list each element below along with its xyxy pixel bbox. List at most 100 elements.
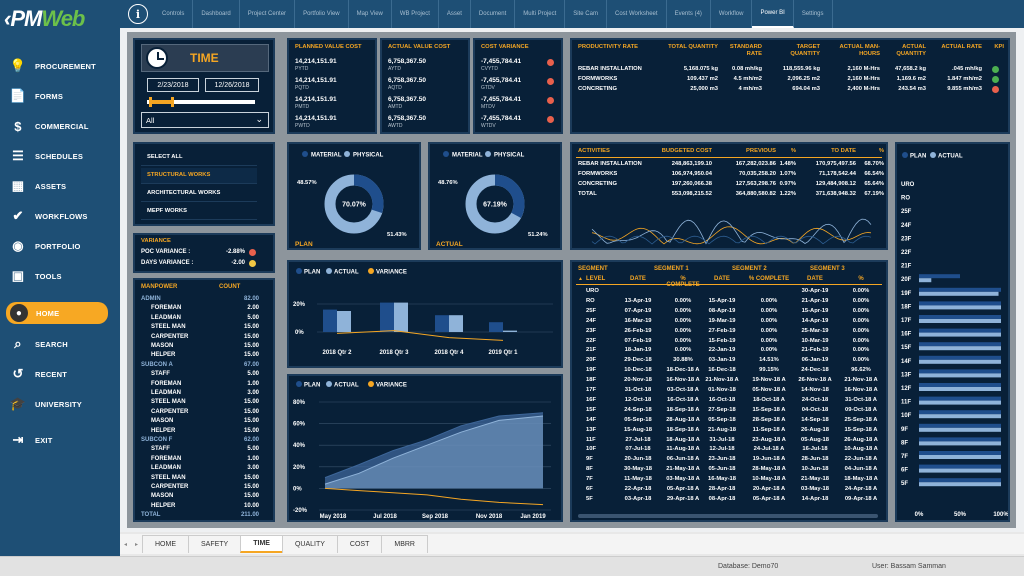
report-tab-home[interactable]: HOME [142, 535, 189, 553]
productivity-cell: CONCRETING [578, 86, 617, 92]
table-scrollbar[interactable] [578, 514, 878, 518]
sidebar-item-procurement[interactable]: 💡 PROCUREMENT [0, 54, 120, 78]
sidebar-item-recent[interactable]: ↺ RECENT [0, 362, 120, 386]
segment-cell: 10-Dec-18 [624, 367, 652, 374]
report-tab-time[interactable]: TIME [240, 535, 283, 553]
manpower-role: TOTAL [141, 512, 161, 519]
report-tab-safety[interactable]: SAFETY [188, 535, 242, 553]
variance-dot [249, 260, 256, 267]
sidebar-item-portfolio[interactable]: ◉ PORTFOLIO [0, 234, 120, 258]
sidebar-item-workflows[interactable]: ✔ WORKFLOWS [0, 204, 120, 228]
segment-cell: 15-Apr-19 [801, 307, 829, 314]
activities-cell: 129,484,908.12 [815, 181, 856, 187]
sidebar-item-home[interactable]: ● HOME [6, 302, 108, 324]
actual-bar [919, 305, 1001, 310]
manpower-role: HELPER [151, 502, 176, 509]
tab-settings[interactable]: Settings [794, 0, 833, 28]
segment-cell: 26-Aug-18 A [844, 436, 878, 443]
tab-asset[interactable]: Asset [439, 0, 471, 28]
date-to[interactable]: 12/26/2018 [205, 78, 259, 92]
tab-wb-project[interactable]: WB Project [392, 0, 439, 28]
activities-cell: 197,260,066.38 [671, 181, 712, 187]
checkmark-icon: ✔ [12, 208, 24, 223]
actual-bar [394, 302, 408, 332]
tab-multi-project[interactable]: Multi Project [515, 0, 566, 28]
report-tab-quality[interactable]: QUALITY [281, 535, 338, 553]
segment-cell: 19-Mar-19 [708, 317, 736, 324]
filter-item-mepf-works[interactable]: MEPF WORKS [141, 204, 257, 220]
tab-dashboard[interactable]: Dashboard [193, 0, 240, 28]
slider-handle-left[interactable] [149, 97, 152, 107]
tab-cost-worksheet[interactable]: Cost Worksheet [607, 0, 667, 28]
segment-cell: 16-Nov-18 A [844, 387, 878, 393]
segment-cell: 0.00% [674, 297, 692, 304]
segment-cell: 16-Oct-18 [708, 396, 736, 403]
tab-portfolio-view[interactable]: Portfolio View [295, 0, 349, 28]
plan-bar [919, 396, 1001, 401]
time-dropdown[interactable]: All ⌄ [141, 112, 269, 128]
activities-cell: 1.48% [779, 161, 796, 167]
tab-events-4-[interactable]: Events (4) [667, 0, 711, 28]
sidebar-item-label: SEARCH [35, 339, 68, 349]
tab-map-view[interactable]: Map View [349, 0, 392, 28]
sidebar-item-university[interactable]: 🎓 UNIVERSITY [0, 392, 120, 416]
tab-site-cam[interactable]: Site Cam [565, 0, 607, 28]
segment-cell: 21-Nov-18 A [844, 377, 878, 384]
segment-cell: 99.15% [759, 367, 779, 374]
legend-dot-0 [296, 381, 302, 387]
tab-power-bi[interactable]: Power BI [752, 0, 794, 28]
segment-cell: 11-Aug-18 A [666, 446, 700, 453]
sort-caret-icon[interactable]: ▲ [578, 276, 583, 282]
ytick-0: 0% [295, 330, 304, 336]
plan-bar [323, 309, 337, 332]
slider-handle-right[interactable] [171, 97, 174, 107]
logo-back-icon[interactable]: ‹ [4, 6, 11, 31]
scroll-right-icon[interactable]: ▸ [134, 541, 138, 548]
actual-bar [919, 346, 1001, 351]
scroll-left-icon[interactable]: ◂ [123, 541, 127, 548]
report-tab-cost[interactable]: COST [336, 535, 383, 553]
legend-physical: PHYSICAL [353, 153, 384, 159]
sidebar-item-search[interactable]: ⌕ SEARCH [0, 332, 120, 356]
sidebar-item-commercial[interactable]: $ COMMERCIAL [0, 114, 120, 138]
segment-header: SEGMENT [578, 266, 608, 272]
manpower-role: MASON [151, 493, 174, 500]
filter-item-structural-works[interactable]: STRUCTURAL WORKS [141, 168, 257, 184]
report-tab-mbrr[interactable]: MBRR [381, 535, 428, 553]
filter-item-architectural-works[interactable]: ARCHITECTURAL WORKS [141, 186, 257, 202]
tab-document[interactable]: Document [471, 0, 516, 28]
segment-cell: 0.00% [852, 317, 870, 324]
plan-line [324, 412, 544, 479]
productivity-header: ACTUAL MAN-HOURS [839, 44, 880, 57]
sidebar-item-label: TOOLS [35, 271, 62, 281]
info-icon[interactable]: i [128, 4, 148, 24]
date-from[interactable]: 2/23/2018 [147, 78, 199, 92]
tab-controls[interactable]: Controls [154, 0, 194, 28]
sidebar-item-schedules[interactable]: ☰ SCHEDULES [0, 144, 120, 168]
filter-item-select-all[interactable]: SELECT ALL [141, 150, 257, 166]
sidebar-item-exit[interactable]: ⇥ EXIT [0, 428, 120, 452]
segment-cell: 28-Aug-18 A [666, 416, 700, 423]
date-slider[interactable] [147, 97, 255, 107]
sidebar-item-tools[interactable]: ▣ TOOLS [0, 264, 120, 288]
segment-cell: 14-Nov-18 [801, 387, 829, 393]
manpower-count: 67.00 [243, 361, 259, 368]
floor-label: 24F [901, 223, 912, 229]
tab-workflow[interactable]: Workflow [711, 0, 753, 28]
building-icon: ▦ [11, 178, 25, 193]
legend-dot-0 [296, 268, 302, 274]
productivity-cell: 2,160 M-Hrs [847, 76, 880, 82]
lightbulb-icon: 💡 [9, 58, 27, 73]
segment-cell: 0.00% [852, 357, 870, 364]
segment-cell: 8F [586, 466, 593, 473]
sidebar-item-forms[interactable]: 📄 FORMS [0, 84, 120, 108]
xtick-label: 50% [954, 512, 967, 518]
app-logo[interactable]: ‹ PM Web [0, 0, 120, 38]
legend-material-dot [302, 151, 308, 157]
legend-dot-1 [326, 381, 332, 387]
user-label: User: Bassam Samman [872, 563, 946, 570]
tab-project-center[interactable]: Project Center [240, 0, 296, 28]
sidebar-item-assets[interactable]: ▦ ASSETS [0, 174, 120, 198]
segment-cell: 05-Nov-18 A [752, 387, 786, 393]
floor-label: 22F [901, 250, 912, 256]
